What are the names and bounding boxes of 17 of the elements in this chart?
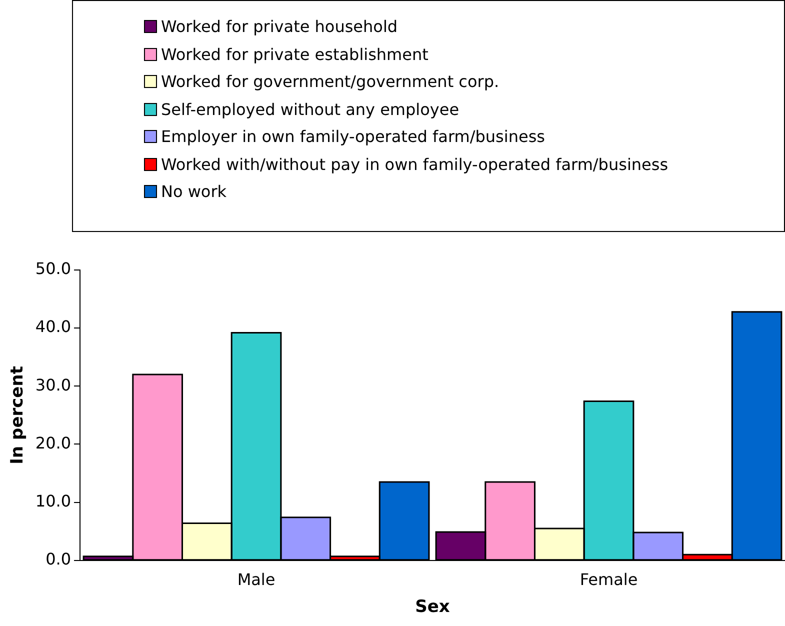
y-tick-label: 10.0 xyxy=(35,491,72,510)
y-tick-label: 50.0 xyxy=(35,259,72,278)
legend-label: Worked for private household xyxy=(161,17,398,36)
legend-label: Worked for private establishment xyxy=(161,44,428,64)
y-tick-label: 0.0 xyxy=(46,550,72,569)
y-tick-label: 20.0 xyxy=(35,433,72,452)
x-tick-label: Male xyxy=(237,570,276,590)
legend-label: Worked with/without pay in own family-operated farm/business xyxy=(161,154,668,174)
legend-label: Employer in own family-operated farm/business xyxy=(161,127,545,146)
x-tick-label: Female xyxy=(580,570,638,590)
legend-label: Self-employed without any employee xyxy=(161,100,460,119)
x-axis-title: Sex xyxy=(415,597,450,618)
y-tick-label: 40.0 xyxy=(35,317,72,336)
legend-label: No work xyxy=(161,182,227,202)
legend-label: Worked for government/government corp. xyxy=(161,72,500,92)
y-axis-title: In percent xyxy=(8,366,28,464)
y-tick-label: 30.0 xyxy=(35,375,72,394)
